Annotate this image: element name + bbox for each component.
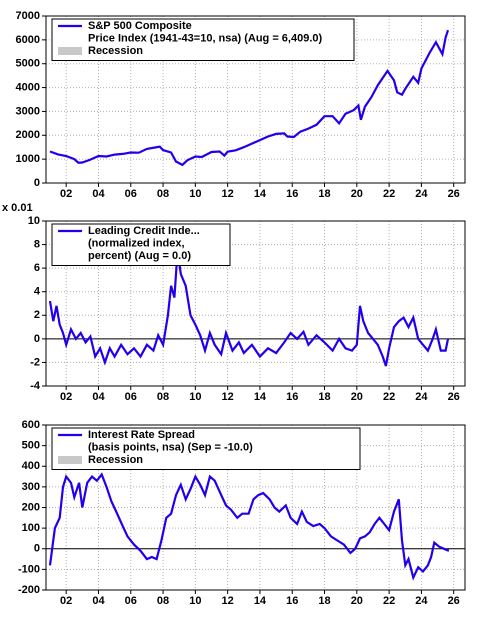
y-tick-label: -2 (30, 356, 40, 368)
x-tick-label: 10 (189, 391, 201, 403)
legend-swatch (58, 456, 82, 464)
x-tick-label: 12 (222, 595, 234, 607)
y-tick-label: 500 (22, 440, 40, 452)
y-tick-label: 3000 (16, 105, 40, 117)
data-line (49, 29, 450, 167)
legend: Interest Rate Spread(basis points, nsa) … (51, 427, 361, 470)
legend-label: Price Index (1941-43=10, nsa) (Aug = 6,4… (88, 32, 323, 44)
y-tick-label: 2 (34, 309, 40, 321)
x-tick-label: 12 (222, 391, 234, 403)
y-tick-label: 4000 (16, 81, 40, 93)
legend-label: (normalized index, (88, 237, 185, 249)
x-tick-label: 04 (92, 391, 105, 403)
x-tick-label: 22 (383, 188, 395, 200)
y-tick-label: 200 (22, 501, 40, 513)
x-tick-label: 04 (92, 188, 105, 200)
x-tick-label: 24 (415, 391, 428, 403)
panel: 0 1000 2000 3000 4000 5000 6000 7000 02 04 06 08 10 1… (16, 10, 466, 200)
legend-box (51, 427, 361, 470)
y-tick-label: -4 (30, 380, 41, 392)
legend-label: S&P 500 Composite (88, 20, 192, 32)
x-tick-label: 14 (254, 391, 267, 403)
legend-label: (basis points, nsa) (Sep = -10.0) (88, 441, 253, 453)
y-tick-label: 600 (22, 419, 40, 431)
data-line (48, 250, 450, 367)
x-tick-label: 16 (286, 391, 298, 403)
x-tick-label: 22 (383, 391, 395, 403)
x-tick-label: 02 (60, 188, 72, 200)
y-tick-label: -200 (18, 584, 40, 596)
y-tick-label: 7000 (16, 10, 40, 22)
y-tick-label: 6000 (16, 34, 40, 46)
x-tick-label: 02 (60, 391, 72, 403)
y-tick-label: 0 (34, 333, 40, 345)
panel: -200 -100 0 100 200 300 400 500 600 02 04 06 08 10 12 1… (18, 419, 466, 607)
y-tick-label: 8 (34, 238, 40, 250)
y-tick-label: 4 (34, 286, 41, 298)
x-tick-label: 06 (125, 595, 137, 607)
x-tick-label: 06 (125, 391, 137, 403)
x-tick-label: 02 (60, 595, 72, 607)
x-tick-label: 24 (415, 188, 428, 200)
y-tick-label: 1000 (16, 153, 40, 165)
x-tick-label: 14 (254, 188, 267, 200)
x-tick-label: 22 (383, 595, 395, 607)
x-tick-label: 20 (351, 391, 363, 403)
plot-frame (45, 220, 466, 387)
y-tick-label: 400 (22, 460, 40, 472)
y-tick-label: 5000 (16, 58, 40, 70)
y-tick-label: 0 (34, 177, 40, 189)
legend: Leading Credit Inde...(normalized index,… (51, 223, 231, 266)
x-tick-label: 16 (286, 595, 298, 607)
x-tick-label: 16 (286, 188, 298, 200)
plot-frame (45, 424, 466, 591)
legend-box (51, 18, 355, 61)
x-tick-label: 14 (254, 595, 267, 607)
legend-swatch (58, 47, 82, 55)
legend-label: Recession (88, 454, 143, 466)
x-tick-label: 06 (125, 188, 137, 200)
x-tick-label: 04 (92, 595, 105, 607)
x-tick-label: 18 (318, 391, 330, 403)
x-tick-label: 08 (157, 188, 169, 200)
y-tick-label: 10 (28, 215, 40, 227)
y-tick-label: 300 (22, 481, 40, 493)
x-tick-label: 26 (448, 595, 460, 607)
x-tick-label: 26 (448, 188, 460, 200)
x-tick-label: 24 (415, 595, 428, 607)
y-tick-label: -100 (18, 563, 40, 575)
x-tick-label: 12 (222, 188, 234, 200)
y-tick-label: 100 (22, 522, 40, 534)
x-tick-label: 08 (157, 391, 169, 403)
legend-label: Recession (88, 45, 143, 57)
plot-frame (45, 15, 466, 184)
legend-label: percent) (Aug = 0.0) (88, 250, 191, 262)
data-line (48, 472, 450, 581)
x-tick-label: 20 (351, 595, 363, 607)
legend-label: Leading Credit Inde... (88, 225, 200, 237)
x-tick-label: 08 (157, 595, 169, 607)
y-tick-label: 0 (34, 543, 40, 555)
x-tick-label: 18 (318, 188, 330, 200)
y-unit-label: x 0.01 (2, 202, 33, 214)
x-tick-label: 20 (351, 188, 363, 200)
x-tick-label: 18 (318, 595, 330, 607)
legend-label: Interest Rate Spread (88, 429, 195, 441)
y-tick-label: 2000 (16, 129, 40, 141)
x-tick-label: 26 (448, 391, 460, 403)
y-tick-label: 6 (34, 262, 40, 274)
x-tick-label: 10 (189, 188, 201, 200)
x-tick-label: 10 (189, 595, 201, 607)
